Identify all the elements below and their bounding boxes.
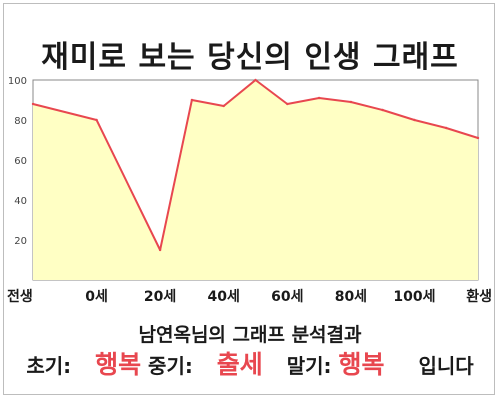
data-point-4 xyxy=(222,104,225,108)
data-point-9 xyxy=(381,108,384,112)
analysis-summary: 초기: 행복 중기: 출세 말기: 행복 입니다 xyxy=(0,345,500,381)
x-tick-label: 40세 xyxy=(208,289,240,305)
x-tick-label: 100세 xyxy=(393,289,435,305)
y-tick-label: 20 xyxy=(14,236,27,247)
points-layer xyxy=(31,78,480,252)
data-point-8 xyxy=(349,100,353,104)
data-point-0 xyxy=(31,102,35,106)
mid-value: 출세 xyxy=(216,350,263,379)
early-value: 행복 xyxy=(95,350,142,379)
y-axis-ticks: 20 40 60 80 100 xyxy=(8,76,27,247)
data-point-12 xyxy=(476,136,480,140)
data-point-7 xyxy=(317,96,321,100)
y-tick-label: 100 xyxy=(8,76,27,87)
analysis-caption: 남연옥님의 그래프 분석결과 xyxy=(138,324,362,346)
late-value: 행복 xyxy=(338,350,385,379)
x-tick-label: 80세 xyxy=(335,289,367,305)
late-label: 말기: xyxy=(286,354,332,378)
summary-ending: 입니다 xyxy=(418,354,474,378)
data-point-6 xyxy=(286,102,289,106)
data-point-3 xyxy=(190,98,194,102)
mid-label: 중기: xyxy=(148,354,193,378)
y-tick-label: 80 xyxy=(14,116,27,127)
y-tick-label: 60 xyxy=(14,156,27,167)
x-tick-label: 전생 xyxy=(7,288,33,305)
x-tick-label: 20세 xyxy=(144,289,176,305)
data-point-2 xyxy=(158,248,162,252)
chart-frame xyxy=(3,3,495,395)
early-label: 초기: xyxy=(26,354,72,378)
data-point-10 xyxy=(413,118,416,122)
y-tick-label: 40 xyxy=(14,196,27,207)
x-tick-label: 환생 xyxy=(466,288,492,305)
x-tick-label: 0세 xyxy=(85,289,108,305)
data-point-1 xyxy=(95,118,98,122)
data-point-5 xyxy=(254,78,257,82)
x-tick-label: 60세 xyxy=(271,289,303,305)
chart-title: 재미로 보는 당신의 인생 그래프 xyxy=(41,40,459,75)
area-fill xyxy=(33,80,478,280)
data-point-11 xyxy=(445,126,448,130)
x-axis-ticks: 전생 0세 20세 40세 60세 80세 100세 환생 xyxy=(7,288,492,305)
